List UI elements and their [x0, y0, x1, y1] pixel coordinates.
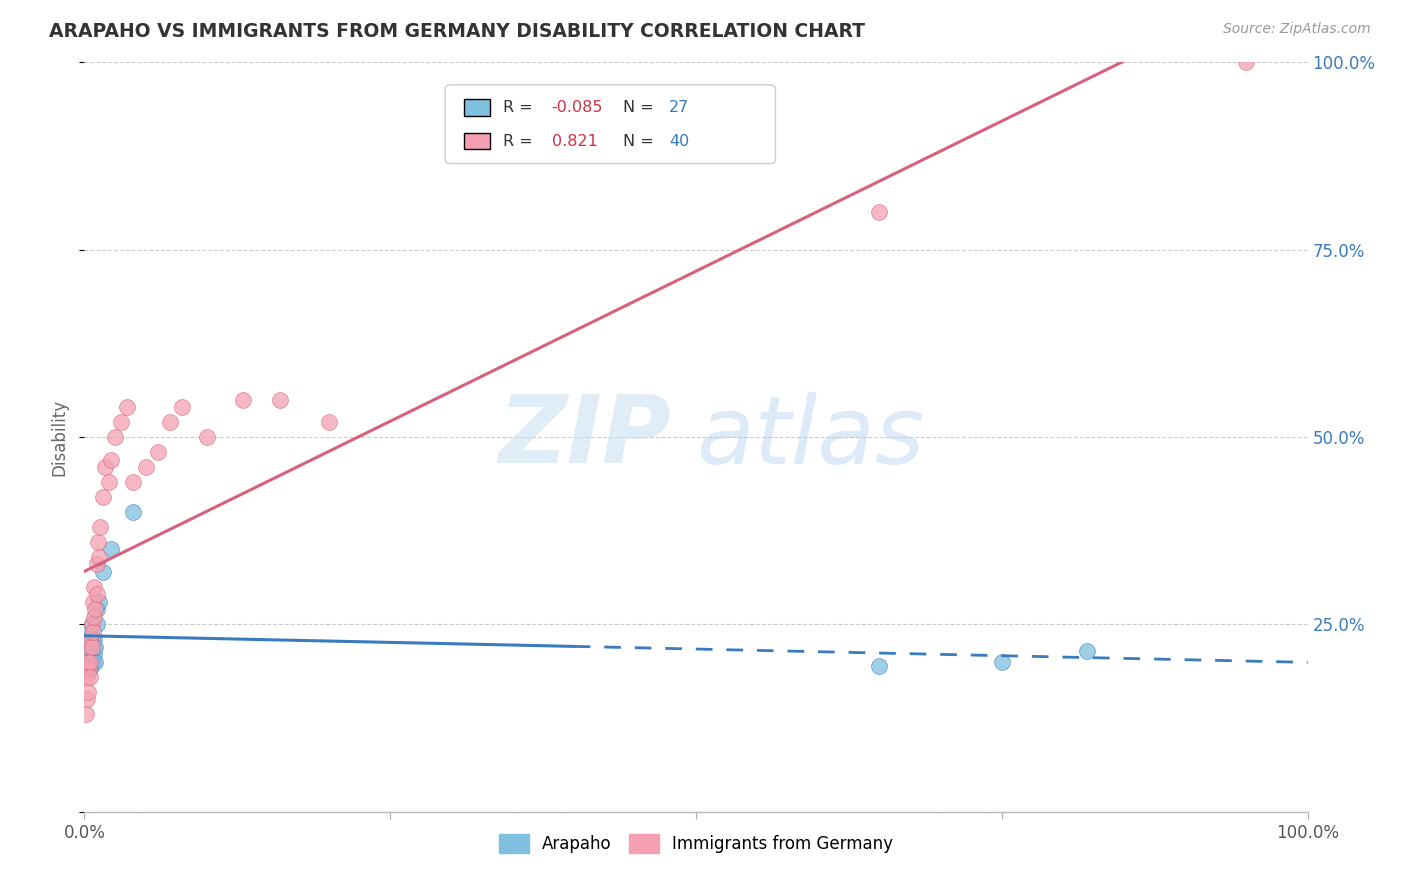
Text: Source: ZipAtlas.com: Source: ZipAtlas.com — [1223, 22, 1371, 37]
Point — [172, 400, 194, 414]
Point — [97, 475, 120, 489]
Point — [79, 655, 101, 669]
Point — [122, 475, 145, 489]
Point — [232, 392, 254, 407]
Point — [79, 670, 101, 684]
Text: N =: N = — [623, 100, 658, 115]
Point — [77, 648, 100, 662]
Point — [269, 392, 291, 407]
Point — [80, 617, 103, 632]
Point — [84, 655, 107, 669]
Point — [87, 549, 110, 564]
Point — [94, 460, 117, 475]
Point — [77, 655, 100, 669]
Point — [82, 655, 104, 669]
Point — [84, 640, 107, 654]
Text: 0.821: 0.821 — [551, 134, 598, 149]
Point — [159, 415, 181, 429]
Text: atlas: atlas — [696, 392, 924, 483]
Y-axis label: Disability: Disability — [51, 399, 69, 475]
Text: 40: 40 — [669, 134, 689, 149]
Point — [79, 640, 101, 654]
FancyBboxPatch shape — [446, 85, 776, 163]
Point — [80, 655, 103, 669]
FancyBboxPatch shape — [464, 99, 491, 116]
Point — [135, 460, 157, 475]
Point — [91, 565, 114, 579]
Point — [115, 400, 138, 414]
Point — [83, 610, 105, 624]
Point — [77, 662, 100, 676]
Point — [77, 685, 100, 699]
Point — [104, 430, 127, 444]
Point — [83, 648, 105, 662]
FancyBboxPatch shape — [464, 133, 491, 149]
Point — [76, 670, 98, 684]
Point — [76, 692, 98, 706]
Point — [79, 624, 101, 639]
Point — [86, 617, 108, 632]
Point — [100, 542, 122, 557]
Text: N =: N = — [623, 134, 658, 149]
Text: -0.085: -0.085 — [551, 100, 603, 115]
Point — [91, 490, 114, 504]
Text: 27: 27 — [669, 100, 689, 115]
Point — [80, 617, 103, 632]
Point — [87, 535, 110, 549]
Point — [87, 595, 110, 609]
Point — [110, 415, 132, 429]
Point — [77, 662, 100, 676]
Point — [869, 658, 891, 673]
Point — [86, 602, 108, 616]
Point — [79, 632, 101, 647]
Point — [122, 505, 145, 519]
Point — [82, 624, 104, 639]
Point — [84, 602, 107, 616]
Point — [195, 430, 218, 444]
Point — [77, 640, 100, 654]
Text: ARAPAHO VS IMMIGRANTS FROM GERMANY DISABILITY CORRELATION CHART: ARAPAHO VS IMMIGRANTS FROM GERMANY DISAB… — [49, 22, 865, 41]
Point — [82, 595, 104, 609]
Point — [83, 632, 105, 647]
Point — [100, 452, 122, 467]
Point — [77, 632, 100, 647]
Point — [86, 587, 108, 601]
Point — [86, 558, 108, 572]
Point — [77, 655, 100, 669]
Text: R =: R = — [503, 100, 537, 115]
Point — [76, 640, 98, 654]
Point — [1076, 643, 1098, 657]
Point — [76, 655, 98, 669]
Point — [89, 520, 111, 534]
Point — [79, 662, 101, 676]
Point — [83, 580, 105, 594]
Point — [991, 655, 1014, 669]
Text: ZIP: ZIP — [499, 391, 672, 483]
Point — [869, 205, 891, 219]
Point — [146, 445, 169, 459]
Point — [77, 640, 100, 654]
Point — [75, 662, 97, 676]
Point — [75, 707, 97, 722]
Point — [82, 640, 104, 654]
Point — [318, 415, 340, 429]
Point — [1236, 55, 1258, 70]
Point — [77, 648, 100, 662]
Point — [80, 640, 103, 654]
Legend: Arapaho, Immigrants from Germany: Arapaho, Immigrants from Germany — [492, 827, 900, 860]
Text: R =: R = — [503, 134, 537, 149]
Point — [80, 632, 103, 647]
